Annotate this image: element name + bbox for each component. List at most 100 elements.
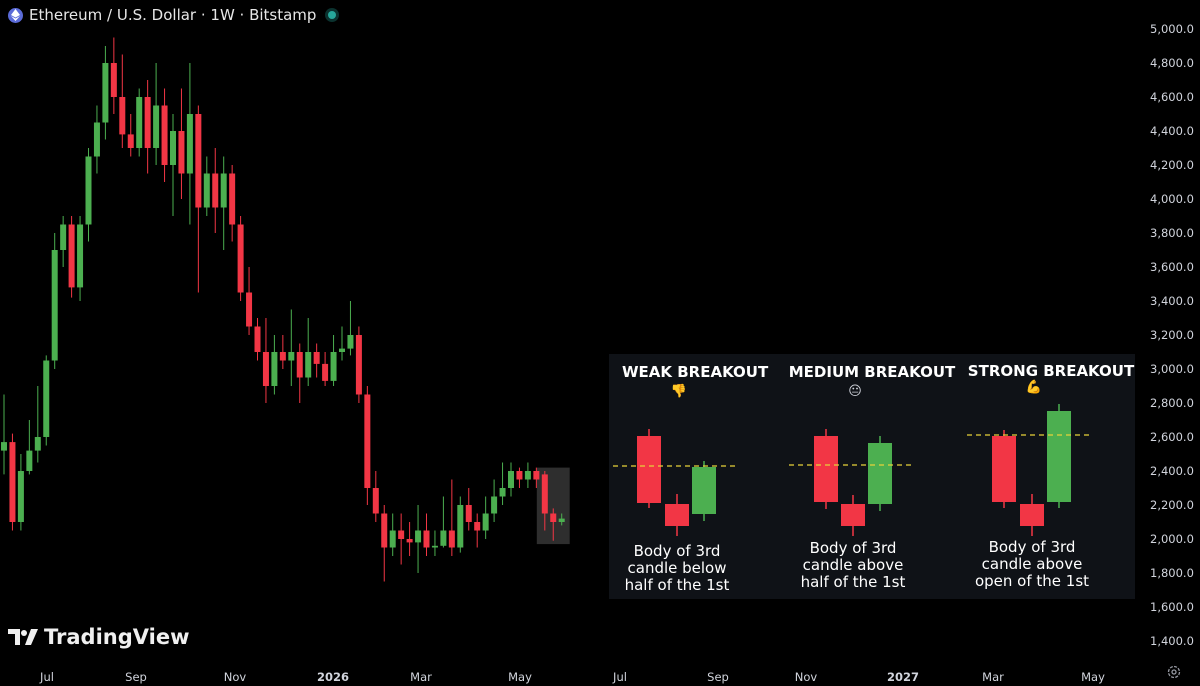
candle: [415, 505, 422, 573]
candle-body: [313, 352, 320, 364]
candle: [161, 88, 168, 182]
candle-body: [1, 442, 7, 451]
candle-body: [262, 352, 269, 386]
candle-body: [229, 173, 236, 225]
symbol-title[interactable]: Ethereum / U.S. Dollar · 1W · Bitstamp: [29, 6, 317, 24]
candle: [355, 326, 362, 403]
candle-body: [355, 335, 362, 395]
weak-breakout-caption: Body of 3rd candle below half of the 1st: [624, 542, 730, 594]
candle-body: [271, 352, 278, 386]
candle: [406, 522, 413, 556]
price-tick-label: 3,800.0: [1150, 226, 1194, 240]
candle-body: [330, 352, 337, 381]
price-tick-label: 3,600.0: [1150, 260, 1194, 274]
candle: [279, 335, 286, 369]
price-tick-label: 3,200.0: [1150, 328, 1194, 342]
price-tick-label: 5,000.0: [1150, 22, 1194, 36]
candle-body: [465, 505, 472, 522]
candle-body: [288, 352, 295, 361]
candle: [246, 267, 253, 335]
time-tick-label: Sep: [707, 670, 729, 684]
candle: [339, 326, 345, 361]
neutral-face-icon: 😐: [848, 384, 862, 399]
candle: [203, 156, 210, 216]
candle-body: [550, 513, 557, 522]
time-tick-label: Jul: [39, 670, 54, 684]
candle-body: [516, 471, 523, 480]
candle: [533, 467, 540, 488]
candle: [9, 433, 16, 531]
weak-breakout-title: WEAK BREAKOUT: [622, 363, 769, 381]
price-tick-label: 2,000.0: [1150, 532, 1194, 546]
candle: [550, 508, 557, 541]
medium-breakout-caption: Body of 3rd candle above half of the 1st: [800, 539, 906, 591]
candle-body: [178, 131, 185, 174]
time-tick-label: 2027: [887, 670, 919, 684]
candle: [330, 335, 337, 386]
candle-body: [127, 134, 134, 148]
candle-body: [381, 513, 388, 548]
candle: [43, 355, 50, 446]
candle-body: [43, 360, 50, 437]
candle: [372, 471, 379, 522]
candle-body: [533, 471, 540, 480]
candle: [229, 165, 236, 242]
candle-body: [26, 450, 33, 471]
candle: [186, 63, 193, 225]
time-tick-label: Mar: [982, 670, 1004, 684]
candle: [541, 471, 548, 531]
candle: [102, 46, 109, 140]
candle-body: [237, 224, 244, 293]
strong-first-candle: [992, 430, 1016, 508]
candle: [93, 105, 100, 174]
candle: [271, 335, 278, 395]
candle-body: [144, 97, 151, 148]
candle: [491, 479, 498, 522]
price-axis[interactable]: 5,000.0 4,800.0 4,600.0 4,400.0 4,200.0 4,000…: [1150, 22, 1194, 648]
candle-body: [170, 131, 176, 165]
candle-body: [85, 156, 92, 225]
candle-body: [558, 518, 565, 522]
candle-body: [398, 530, 405, 539]
time-tick-label: Sep: [125, 670, 147, 684]
medium-third-candle: [868, 436, 892, 511]
candle-body: [491, 496, 498, 514]
candle: [136, 88, 143, 157]
candle: [119, 54, 126, 148]
time-axis[interactable]: Jul Sep Nov 2026 Mar May Jul Sep Nov 2027 Mar May: [39, 670, 1105, 684]
strong-second-candle: [1020, 494, 1044, 536]
candle: [322, 352, 329, 386]
candle: [212, 148, 219, 233]
candle-body: [372, 488, 379, 514]
medium-first-candle: [814, 429, 838, 509]
candle-body: [541, 474, 548, 514]
candle: [313, 343, 320, 378]
candle: [195, 105, 202, 293]
price-tick-label: 4,200.0: [1150, 158, 1194, 172]
candle-body: [60, 224, 67, 250]
candle-body: [431, 545, 438, 548]
settings-gear-icon[interactable]: [1166, 664, 1182, 680]
weak-third-candle: [692, 461, 716, 521]
candle: [144, 80, 151, 174]
candle-body: [305, 352, 312, 378]
flexed-biceps-icon: 💪: [1025, 380, 1043, 395]
candle: [440, 496, 447, 548]
strong-third-candle: [1047, 404, 1071, 508]
tradingview-logo[interactable]: TradingView: [8, 625, 189, 649]
candle: [508, 462, 514, 497]
candle: [347, 301, 354, 356]
price-tick-label: 2,800.0: [1150, 396, 1194, 410]
candle-body: [296, 352, 303, 378]
candle: [220, 156, 227, 250]
candle: [457, 496, 464, 553]
candle: [431, 530, 438, 556]
chart-header: Ethereum / U.S. Dollar · 1W · Bitstamp: [8, 5, 337, 25]
candle: [474, 513, 481, 548]
candle-body: [153, 105, 160, 148]
candle-body: [119, 97, 126, 135]
candle-body: [110, 63, 117, 97]
candle-body: [203, 173, 210, 208]
medium-second-candle: [841, 495, 865, 536]
